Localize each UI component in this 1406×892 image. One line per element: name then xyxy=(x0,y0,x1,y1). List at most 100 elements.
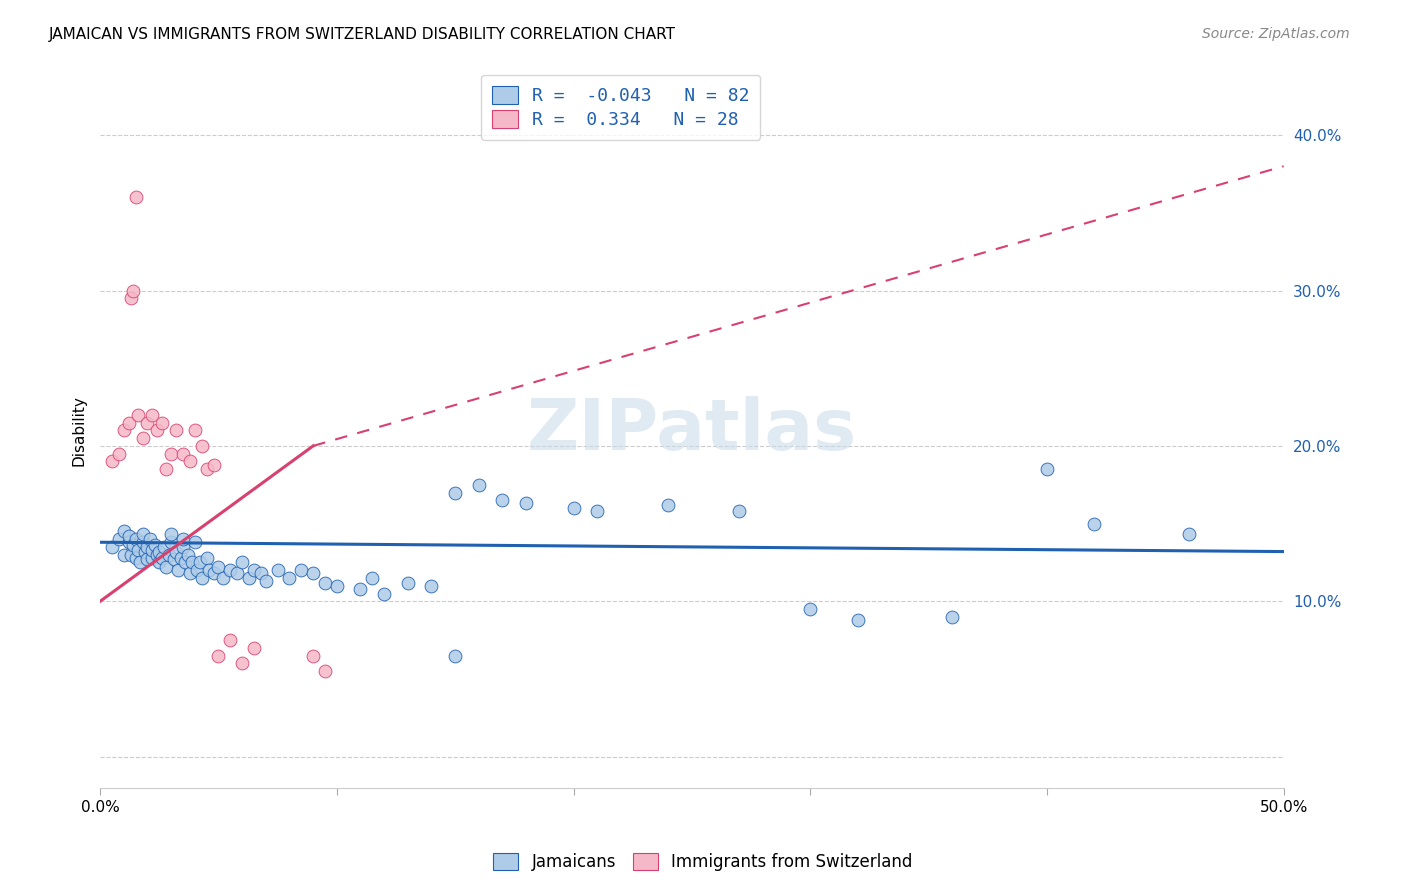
Point xyxy=(122,284,145,298)
Point xyxy=(155,462,177,476)
Point xyxy=(373,586,395,600)
Point xyxy=(124,550,146,565)
Point xyxy=(219,563,242,577)
Point xyxy=(941,610,963,624)
Point xyxy=(188,556,211,570)
Point xyxy=(420,579,443,593)
Point xyxy=(226,566,249,581)
Point xyxy=(202,566,225,581)
Point xyxy=(314,575,336,590)
Point xyxy=(134,544,156,558)
Point xyxy=(120,291,142,305)
Point xyxy=(139,532,162,546)
Point xyxy=(177,548,200,562)
Point xyxy=(150,550,173,565)
Text: JAMAICAN VS IMMIGRANTS FROM SWITZERLAND DISABILITY CORRELATION CHART: JAMAICAN VS IMMIGRANTS FROM SWITZERLAND … xyxy=(49,27,676,42)
Point xyxy=(148,556,170,570)
Point xyxy=(117,535,139,549)
Point xyxy=(132,431,155,445)
Point xyxy=(172,447,194,461)
Point xyxy=(101,540,124,554)
Point xyxy=(169,550,191,565)
Point xyxy=(657,498,679,512)
Point xyxy=(212,571,235,585)
Point xyxy=(148,544,170,558)
Point xyxy=(179,566,201,581)
Point xyxy=(1036,462,1059,476)
Point xyxy=(146,548,169,562)
Point xyxy=(231,657,253,671)
Point xyxy=(108,447,131,461)
Point xyxy=(238,571,260,585)
Point xyxy=(165,423,187,437)
Point xyxy=(181,556,204,570)
Text: Source: ZipAtlas.com: Source: ZipAtlas.com xyxy=(1202,27,1350,41)
Point xyxy=(250,566,273,581)
Point xyxy=(198,563,221,577)
Point xyxy=(132,535,155,549)
Point xyxy=(243,563,266,577)
Point xyxy=(184,535,207,549)
Point xyxy=(207,560,229,574)
Point xyxy=(586,504,609,518)
Point xyxy=(117,416,139,430)
Point xyxy=(231,556,253,570)
Point xyxy=(120,548,142,562)
Point xyxy=(112,423,135,437)
Point xyxy=(195,550,218,565)
Point xyxy=(129,556,152,570)
Point xyxy=(160,535,183,549)
Point xyxy=(846,613,869,627)
Point xyxy=(162,552,184,566)
Point xyxy=(136,552,159,566)
Point xyxy=(728,504,751,518)
Point xyxy=(515,496,537,510)
Point xyxy=(108,532,131,546)
Point xyxy=(349,582,371,596)
Point xyxy=(444,485,467,500)
Point xyxy=(207,648,229,663)
Point xyxy=(191,571,214,585)
Point xyxy=(302,648,325,663)
Point xyxy=(172,532,194,546)
Point xyxy=(290,563,312,577)
Point xyxy=(127,408,149,422)
Point xyxy=(124,532,146,546)
Point xyxy=(143,538,166,552)
Point xyxy=(146,423,169,437)
Point xyxy=(127,543,149,558)
Point xyxy=(141,543,163,558)
Legend: R =  -0.043   N = 82, R =  0.334   N = 28: R = -0.043 N = 82, R = 0.334 N = 28 xyxy=(481,75,761,140)
Point xyxy=(191,439,214,453)
Point xyxy=(155,560,177,574)
Point xyxy=(562,501,585,516)
Point xyxy=(1178,527,1201,541)
Point xyxy=(174,556,197,570)
Y-axis label: Disability: Disability xyxy=(72,395,86,466)
Legend: Jamaicans, Immigrants from Switzerland: Jamaicans, Immigrants from Switzerland xyxy=(485,845,921,880)
Point xyxy=(491,493,513,508)
Point xyxy=(141,550,163,565)
Point xyxy=(219,633,242,648)
Point xyxy=(150,416,173,430)
Point xyxy=(132,527,155,541)
Point xyxy=(179,454,201,468)
Point xyxy=(266,563,288,577)
Point xyxy=(136,416,159,430)
Point xyxy=(184,423,207,437)
Point xyxy=(314,664,336,678)
Point xyxy=(302,566,325,581)
Point xyxy=(1083,516,1105,531)
Text: ZIPatlas: ZIPatlas xyxy=(527,396,856,465)
Point xyxy=(243,640,266,655)
Point xyxy=(167,563,190,577)
Point xyxy=(117,529,139,543)
Point xyxy=(157,548,180,562)
Point xyxy=(165,544,187,558)
Point xyxy=(468,477,491,491)
Point xyxy=(122,538,145,552)
Point xyxy=(186,563,208,577)
Point xyxy=(124,190,146,204)
Point xyxy=(101,454,124,468)
Point xyxy=(112,548,135,562)
